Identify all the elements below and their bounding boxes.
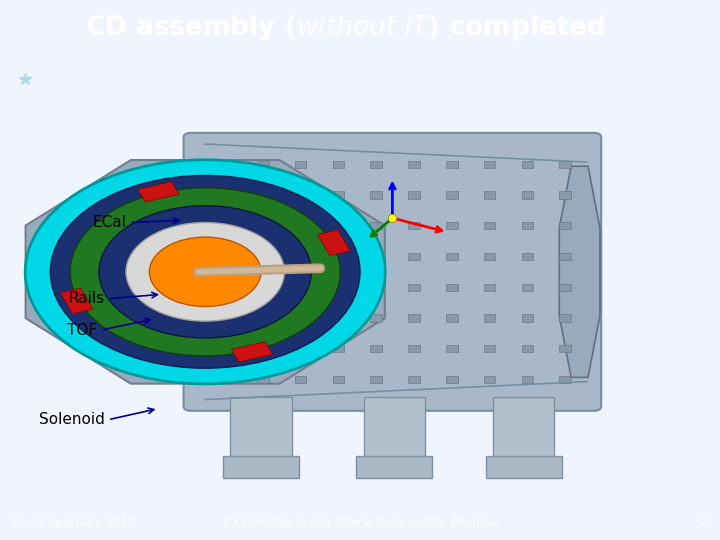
Bar — [60, 288, 93, 314]
Bar — [333, 222, 344, 230]
Ellipse shape — [70, 188, 340, 356]
Bar — [295, 222, 307, 230]
Bar — [559, 161, 571, 168]
Bar — [484, 191, 495, 199]
Bar — [333, 345, 344, 352]
Bar — [370, 191, 382, 199]
Bar — [257, 284, 269, 291]
Bar — [521, 222, 533, 230]
Bar — [295, 376, 307, 383]
FancyBboxPatch shape — [493, 397, 554, 460]
Bar — [333, 253, 344, 260]
FancyBboxPatch shape — [364, 397, 425, 460]
Bar — [446, 376, 458, 383]
Bar — [408, 253, 420, 260]
Bar — [446, 284, 458, 291]
Bar — [408, 345, 420, 352]
FancyBboxPatch shape — [230, 397, 292, 460]
FancyBboxPatch shape — [486, 456, 562, 478]
Bar — [446, 314, 458, 321]
Bar — [446, 161, 458, 168]
Bar — [257, 345, 269, 352]
Bar — [257, 314, 269, 321]
Bar — [408, 222, 420, 230]
Ellipse shape — [150, 237, 261, 307]
Bar — [295, 314, 307, 321]
Bar — [559, 284, 571, 291]
Bar — [333, 191, 344, 199]
Bar — [370, 345, 382, 352]
FancyBboxPatch shape — [356, 456, 432, 478]
Bar — [408, 314, 420, 321]
Ellipse shape — [50, 176, 360, 368]
Bar — [138, 181, 179, 202]
Bar — [484, 314, 495, 321]
Bar — [370, 284, 382, 291]
Bar — [521, 253, 533, 260]
Bar — [521, 345, 533, 352]
Bar — [446, 191, 458, 199]
Bar — [295, 345, 307, 352]
Bar — [484, 222, 495, 230]
Bar — [521, 191, 533, 199]
Bar — [231, 342, 273, 362]
Bar — [521, 161, 533, 168]
Bar — [370, 161, 382, 168]
Bar — [333, 376, 344, 383]
Ellipse shape — [25, 160, 385, 384]
Bar — [484, 161, 495, 168]
Text: V.Kekelidze, Srong Interactions in XXI, Mumbai: V.Kekelidze, Srong Interactions in XXI, … — [222, 516, 498, 529]
Bar — [408, 284, 420, 291]
FancyBboxPatch shape — [184, 133, 601, 411]
Bar — [370, 222, 382, 230]
Bar — [333, 161, 344, 168]
Bar — [318, 230, 350, 255]
Bar — [295, 191, 307, 199]
Bar — [295, 284, 307, 291]
Bar — [257, 222, 269, 230]
Bar — [295, 161, 307, 168]
Bar — [257, 376, 269, 383]
Text: Rails: Rails — [68, 291, 104, 306]
Bar — [559, 345, 571, 352]
Bar — [295, 253, 307, 260]
Bar — [408, 161, 420, 168]
Bar — [521, 284, 533, 291]
Bar — [484, 284, 495, 291]
Bar — [257, 191, 269, 199]
Bar — [370, 314, 382, 321]
Bar — [521, 314, 533, 321]
Bar — [257, 161, 269, 168]
Bar — [559, 376, 571, 383]
Bar — [333, 314, 344, 321]
Polygon shape — [559, 166, 600, 377]
Bar — [408, 376, 420, 383]
Bar — [521, 376, 533, 383]
Bar — [370, 376, 382, 383]
Text: TOF: TOF — [67, 322, 97, 338]
Ellipse shape — [126, 222, 284, 321]
Text: 52: 52 — [694, 516, 709, 529]
Bar — [257, 253, 269, 260]
Ellipse shape — [99, 206, 311, 338]
Bar — [559, 191, 571, 199]
Polygon shape — [26, 160, 384, 383]
Bar — [446, 222, 458, 230]
Bar — [370, 253, 382, 260]
Bar — [484, 376, 495, 383]
FancyBboxPatch shape — [223, 456, 299, 478]
Bar — [484, 345, 495, 352]
Text: CD assembly ($\mathbf{\mathit{without\ IT}}$) completed: CD assembly ($\mathbf{\mathit{without\ I… — [86, 14, 606, 43]
Bar — [559, 253, 571, 260]
Bar — [446, 345, 458, 352]
Bar — [446, 253, 458, 260]
Bar — [333, 284, 344, 291]
Bar — [408, 191, 420, 199]
Bar — [484, 253, 495, 260]
Bar — [559, 222, 571, 230]
Text: 10-12 February 2010: 10-12 February 2010 — [11, 516, 135, 529]
Bar — [559, 314, 571, 321]
Text: Solenoid: Solenoid — [39, 412, 104, 427]
Text: ECal: ECal — [92, 215, 126, 230]
